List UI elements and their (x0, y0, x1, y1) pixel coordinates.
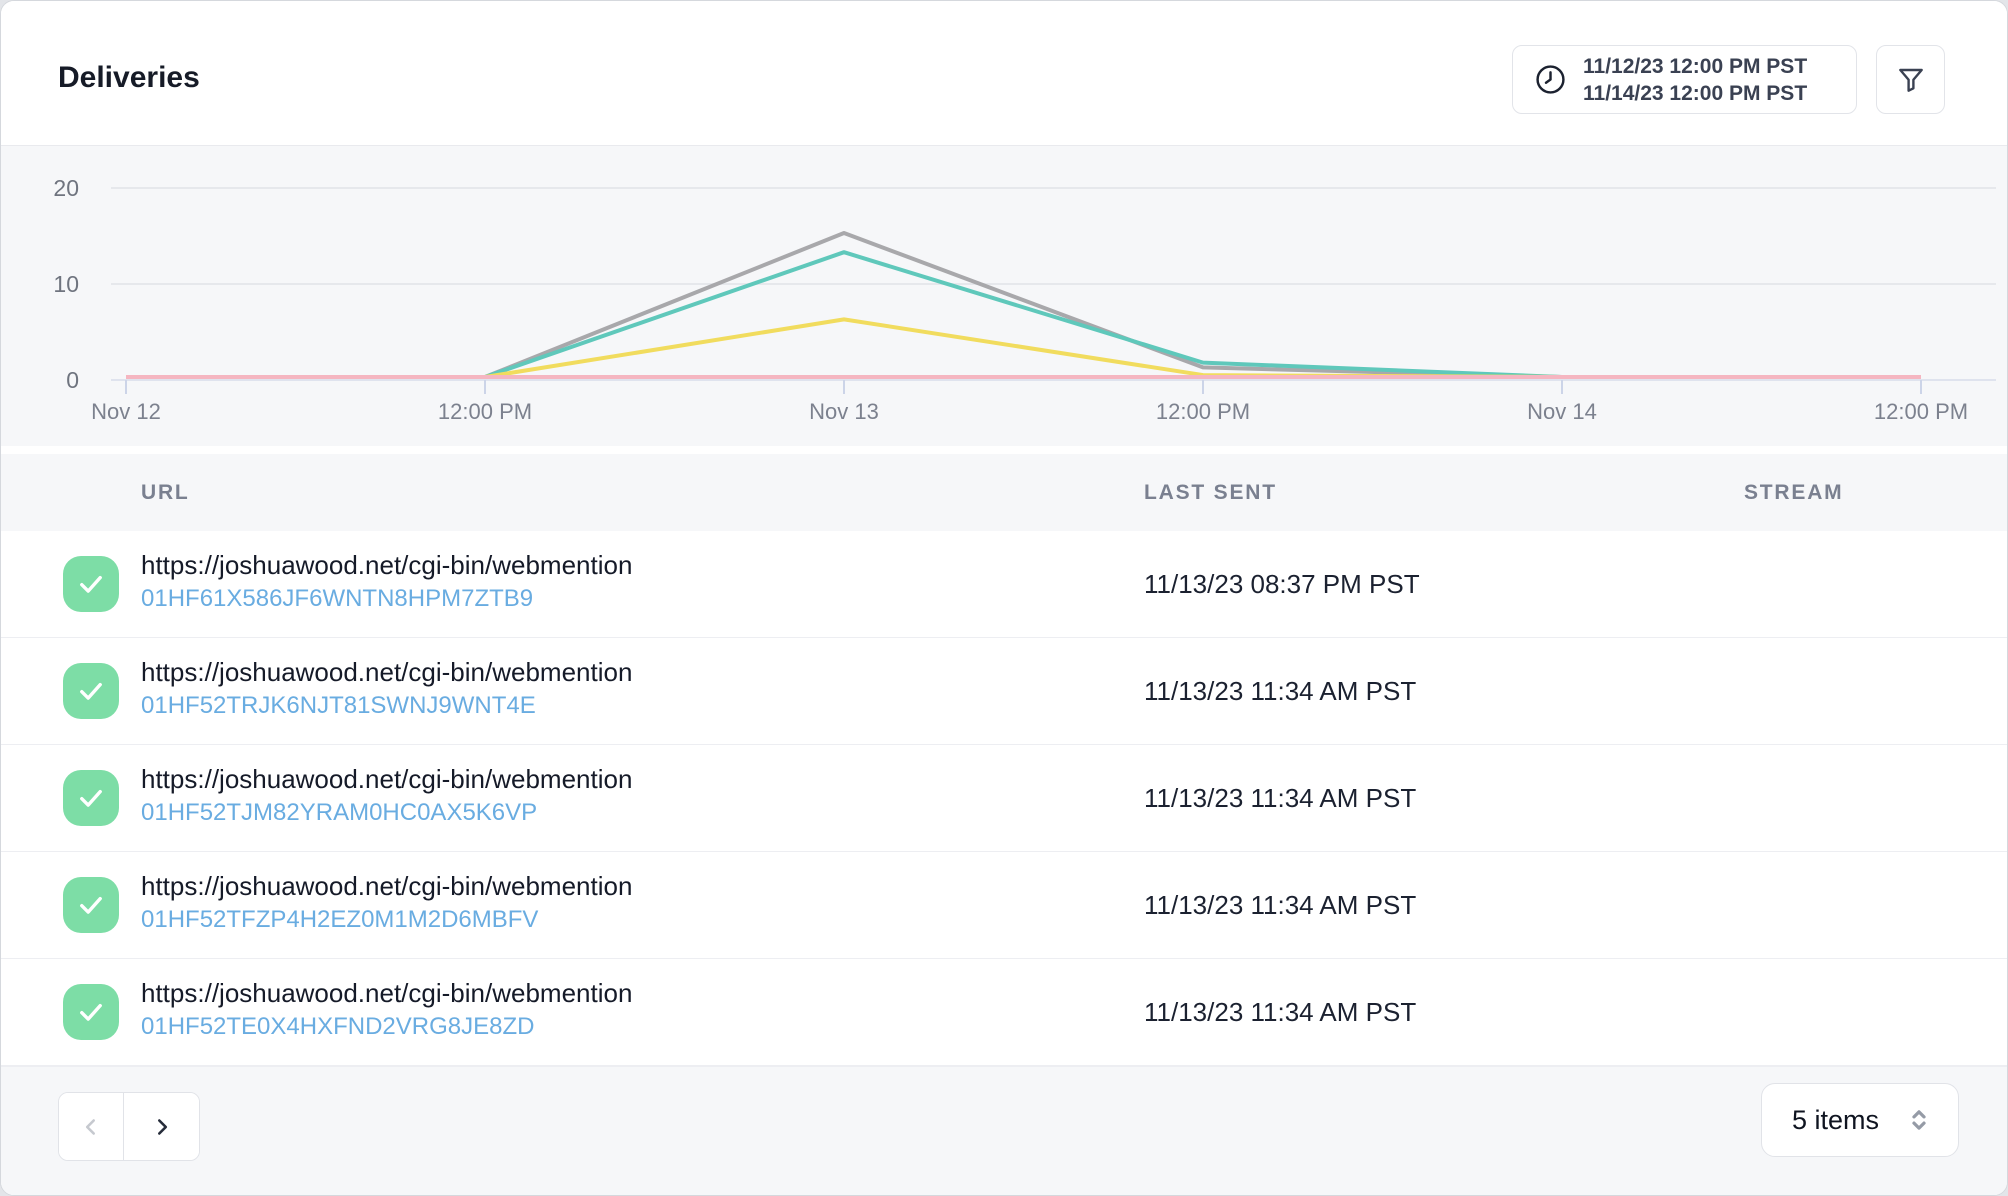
clock-icon (1535, 64, 1566, 95)
x-tick-label: Nov 13 (809, 399, 879, 424)
next-page-button[interactable] (123, 1093, 199, 1160)
series-line-yellow (126, 317, 1921, 379)
page-title: Deliveries (58, 61, 200, 94)
chevron-right-icon (149, 1114, 175, 1140)
check-icon (63, 984, 119, 1040)
chevron-left-icon (78, 1114, 104, 1140)
check-icon (63, 663, 119, 719)
delivery-url: https://joshuawood.net/cgi-bin/webmentio… (141, 657, 633, 687)
column-header-url: URL (141, 481, 190, 504)
last-sent-value: 11/13/23 11:34 AM PST (1144, 890, 1417, 920)
date-range-picker[interactable]: 11/12/23 12:00 PM PST 11/14/23 12:00 PM … (1512, 45, 1857, 114)
table-row: https://joshuawood.net/cgi-bin/webmentio… (1, 531, 2007, 638)
x-tick-label: 12:00 PM (437, 399, 533, 424)
table-row: https://joshuawood.net/cgi-bin/webmentio… (1, 638, 2007, 745)
y-tick-label: 10 (53, 271, 79, 297)
card-header: Deliveries 11/12/23 12:00 PM PST 11/14/2… (1, 1, 2007, 146)
deliveries-chart: 20 10 0 Nov 12 12:00 PM Nov 13 12:00 PM Nov 14 1… (1, 146, 2007, 446)
table-row: https://joshuawood.net/cgi-bin/webmentio… (1, 745, 2007, 852)
filter-button[interactable] (1876, 45, 1945, 114)
pagination (58, 1092, 200, 1161)
y-tick-label: 20 (53, 175, 79, 201)
check-icon (63, 770, 119, 826)
chevron-up-down-icon (1904, 1105, 1934, 1135)
check-icon (63, 556, 119, 612)
y-tick-label: 0 (66, 367, 79, 393)
delivery-url: https://joshuawood.net/cgi-bin/webmentio… (141, 871, 633, 901)
delivery-url: https://joshuawood.net/cgi-bin/webmentio… (141, 764, 633, 794)
delivery-id-link[interactable]: 01HF61X586JF6WNTN8HPM7ZTB9 (141, 585, 534, 612)
table-row: https://joshuawood.net/cgi-bin/webmentio… (1, 852, 2007, 959)
last-sent-value: 11/13/23 08:37 PM PST (1144, 569, 1420, 599)
last-sent-value: 11/13/23 11:34 AM PST (1144, 997, 1417, 1027)
series-line-gray (126, 231, 1921, 379)
x-tick-label: Nov 14 (1527, 399, 1597, 424)
column-header-stream: STREAM (1744, 481, 1844, 504)
column-header-last-sent: LAST SENT (1144, 481, 1277, 504)
table-footer: 5 items (1, 1066, 2007, 1195)
delivery-url: https://joshuawood.net/cgi-bin/webmentio… (141, 550, 633, 580)
page-size-label: 5 items (1792, 1104, 1880, 1135)
delivery-id-link[interactable]: 01HF52TE0X4HXFND2VRG8JE8ZD (141, 1013, 535, 1040)
delivery-url: https://joshuawood.net/cgi-bin/webmentio… (141, 978, 633, 1008)
table-row: https://joshuawood.net/cgi-bin/webmentio… (1, 959, 2007, 1066)
chart-canvas (111, 187, 1996, 394)
delivery-id-link[interactable]: 01HF52TJM82YRAM0HC0AX5K6VP (141, 799, 538, 826)
check-icon (63, 877, 119, 933)
funnel-icon (1895, 64, 1927, 96)
date-range-end: 11/14/23 12:00 PM PST (1583, 81, 1808, 105)
prev-page-button[interactable] (59, 1093, 123, 1160)
x-tick-label: Nov 12 (91, 399, 161, 424)
delivery-id-link[interactable]: 01HF52TFZP4H2EZ0M1M2D6MBFV (141, 906, 539, 933)
page-size-select[interactable]: 5 items (1761, 1083, 1959, 1157)
table-header: URL LAST SENT STREAM (1, 454, 2007, 531)
last-sent-value: 11/13/23 11:34 AM PST (1144, 676, 1417, 706)
date-range-start: 11/12/23 12:00 PM PST (1583, 54, 1808, 78)
table-gap (1, 446, 2007, 454)
last-sent-value: 11/13/23 11:34 AM PST (1144, 783, 1417, 813)
x-tick-label: 12:00 PM (1155, 399, 1251, 424)
x-tick-label: 12:00 PM (1873, 399, 1969, 424)
series-line-teal (126, 250, 1921, 379)
delivery-id-link[interactable]: 01HF52TRJK6NJT81SWNJ9WNT4E (141, 692, 536, 719)
date-range-text: 11/12/23 12:00 PM PST 11/14/23 12:00 PM … (1583, 53, 1807, 107)
